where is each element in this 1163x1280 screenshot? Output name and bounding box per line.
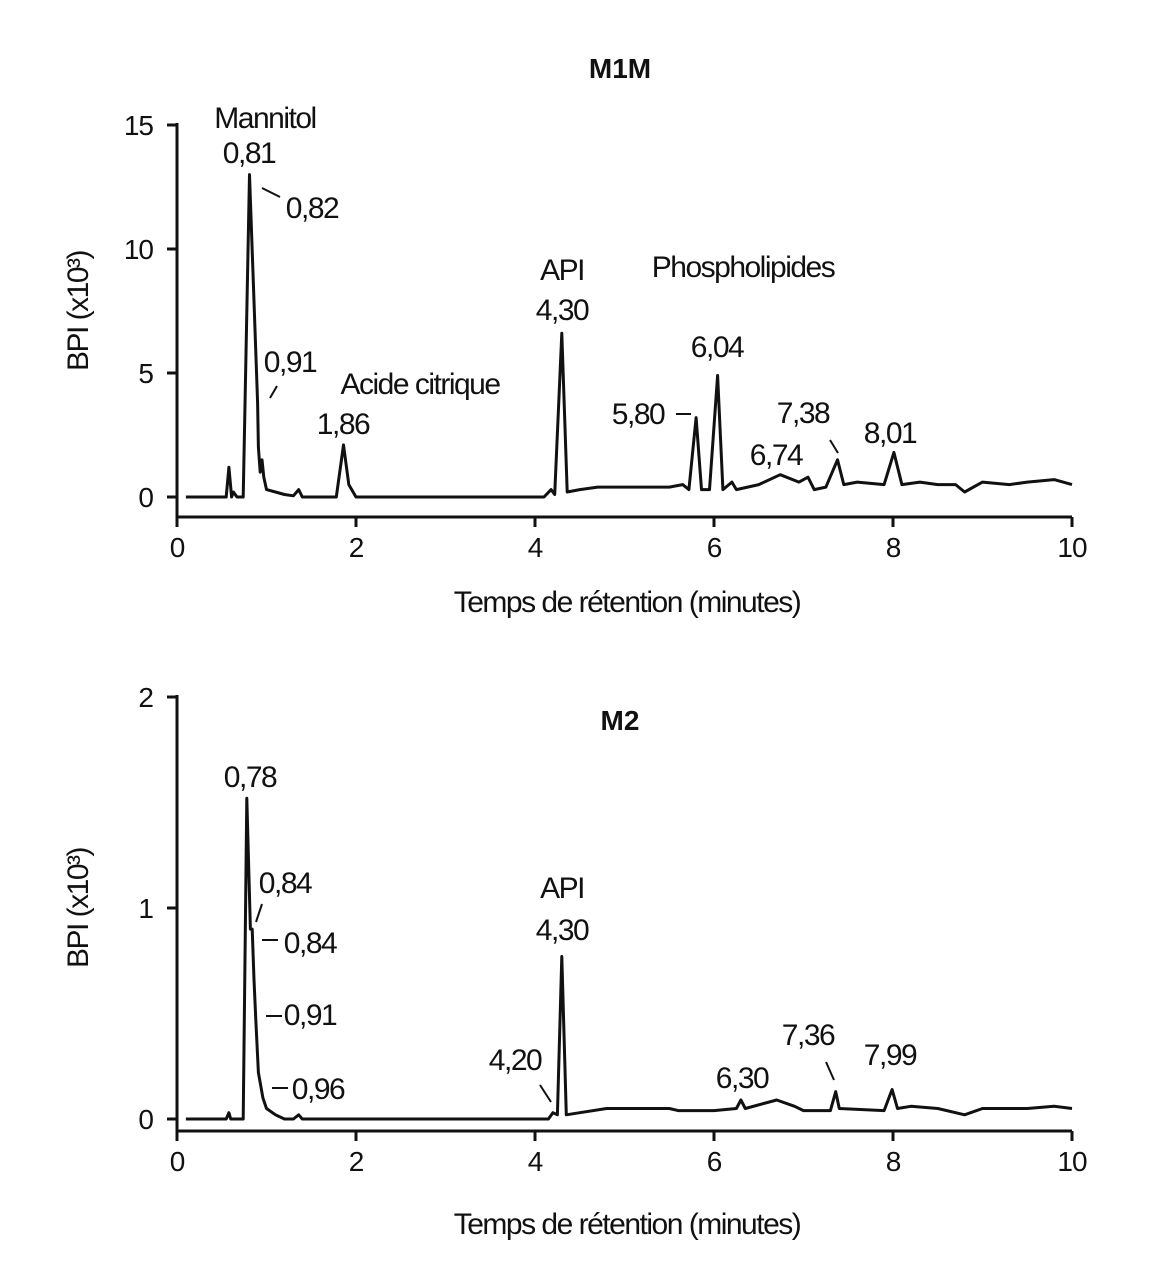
x-tick-label: 2 <box>349 532 364 563</box>
chart-title: M2 <box>601 705 640 736</box>
annotation-leader-line <box>269 385 278 399</box>
peak-annotation: Phospholipides <box>652 251 835 284</box>
annotation-leader-line <box>825 1061 835 1081</box>
x-axis-label: Temps de rétention (minutes) <box>454 1208 801 1241</box>
peak-annotation: 0,78 <box>224 761 277 794</box>
peak-annotation: 0,91 <box>264 346 317 379</box>
annotation-leader-line <box>255 903 263 923</box>
x-tick-label: 6 <box>707 1146 722 1177</box>
peak-annotation: 0,81 <box>223 137 276 170</box>
peak-annotation: 7,38 <box>777 397 830 430</box>
x-axis-label: Temps de rétention (minutes) <box>454 586 801 619</box>
y-tick-label: 15 <box>124 110 154 141</box>
peak-annotation: 0,84 <box>259 867 312 900</box>
peak-annotation: 4,20 <box>489 1044 542 1077</box>
peak-annotation: 1,86 <box>317 408 370 441</box>
peak-annotation: 7,36 <box>782 1019 835 1052</box>
peak-annotation: 5,80 <box>612 398 665 431</box>
y-tick-label: 2 <box>138 682 153 713</box>
peak-annotation: 7,99 <box>864 1039 917 1072</box>
y-tick-label: 1 <box>138 893 153 924</box>
x-tick-label: 10 <box>1057 1146 1087 1177</box>
peak-annotation: 4,30 <box>536 294 589 327</box>
peak-annotation: 4,30 <box>536 914 589 947</box>
series-line-m2 <box>185 796 1073 1121</box>
peak-annotation: 0,82 <box>286 192 339 225</box>
series-line-m1m <box>185 173 1073 499</box>
peak-annotation: API <box>540 872 584 905</box>
x-tick-label: 10 <box>1057 532 1087 563</box>
x-tick-label: 4 <box>528 1146 543 1177</box>
y-tick-label: 0 <box>138 482 153 513</box>
y-axis-label: BPI (x10³) <box>62 250 95 371</box>
x-tick-label: 8 <box>886 532 901 563</box>
y-axis-label: BPI (x10³) <box>62 847 95 968</box>
peak-annotation: 8,01 <box>864 417 917 450</box>
peak-annotation: 6,74 <box>750 439 803 472</box>
x-tick-label: 6 <box>707 532 722 563</box>
annotation-leader-line <box>829 439 839 454</box>
peak-annotation: 0,84 <box>284 927 337 960</box>
peak-annotation: 0,96 <box>292 1073 345 1106</box>
peak-annotation: 6,04 <box>691 331 744 364</box>
peak-annotation: Mannitol <box>214 102 315 135</box>
annotation-leader-line <box>261 187 281 198</box>
peak-annotation: 6,30 <box>716 1062 769 1095</box>
x-tick-label: 8 <box>886 1146 901 1177</box>
annotation-leader-line <box>539 1084 552 1103</box>
chart-title: M1M <box>589 53 651 84</box>
y-tick-label: 10 <box>124 234 154 265</box>
peak-annotation: 0,91 <box>284 999 337 1032</box>
y-tick-label: 0 <box>138 1104 153 1135</box>
x-tick-label: 0 <box>170 1146 185 1177</box>
y-tick-label: 5 <box>138 358 153 389</box>
x-tick-label: 4 <box>528 532 543 563</box>
x-tick-label: 0 <box>170 532 185 563</box>
peak-annotation: API <box>540 254 584 287</box>
x-tick-label: 2 <box>349 1146 364 1177</box>
peak-annotation: Acide citrique <box>340 368 500 401</box>
